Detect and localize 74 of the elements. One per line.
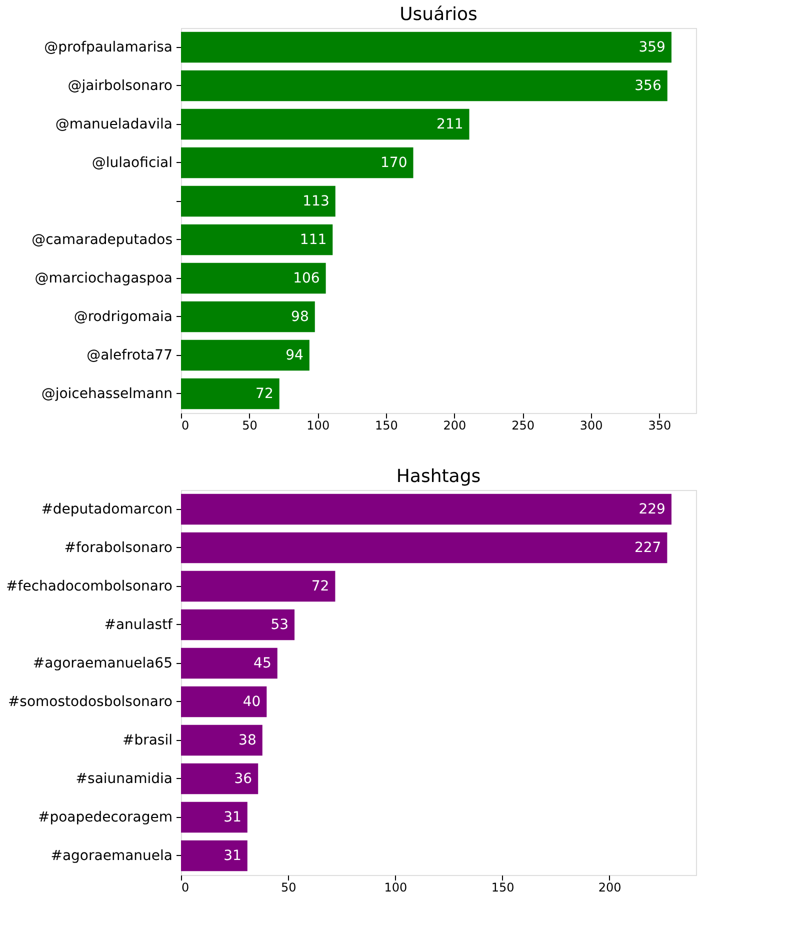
bar bbox=[181, 648, 278, 679]
y-tick-label: @rodrigomaia bbox=[74, 308, 172, 325]
x-tick-label: 0 bbox=[182, 880, 190, 894]
data-label: 45 bbox=[254, 655, 272, 672]
bar bbox=[181, 262, 326, 294]
y-tick-label: #poapedecoragem bbox=[38, 809, 172, 826]
x-tick-label: 100 bbox=[384, 880, 408, 894]
y-tick-label: @joicehasselmann bbox=[41, 386, 172, 402]
data-label: 94 bbox=[286, 347, 304, 364]
data-label: 36 bbox=[234, 770, 252, 787]
bar bbox=[181, 301, 315, 332]
x-tick-label: 200 bbox=[598, 880, 622, 894]
y-tick-label: @jairbolsonaro bbox=[68, 78, 172, 94]
bar bbox=[181, 724, 262, 756]
y-tick-label: #agoraemanuela bbox=[50, 848, 172, 864]
data-label: 38 bbox=[238, 732, 256, 748]
bar bbox=[181, 840, 248, 872]
bar bbox=[181, 570, 336, 602]
bar bbox=[181, 763, 258, 794]
data-label: 170 bbox=[380, 154, 408, 171]
bar bbox=[181, 802, 248, 833]
bar bbox=[181, 147, 414, 178]
data-label: 40 bbox=[242, 694, 261, 710]
x-tick-label: 150 bbox=[374, 418, 398, 432]
bar bbox=[181, 686, 267, 718]
x-tick-label: 200 bbox=[443, 418, 466, 432]
x-tick-label: 100 bbox=[306, 418, 330, 432]
x-tick-label: 250 bbox=[512, 418, 535, 432]
bar bbox=[181, 609, 295, 640]
bar bbox=[181, 340, 310, 371]
y-tick-label: #deputadomarcon bbox=[41, 501, 172, 518]
y-tick-label: #saiunamidia bbox=[76, 770, 172, 787]
bar bbox=[181, 32, 672, 63]
x-tick-label: 50 bbox=[242, 418, 258, 432]
chart-title: Hashtags bbox=[396, 466, 481, 487]
data-label: 72 bbox=[256, 386, 274, 402]
x-tick-label: 350 bbox=[648, 418, 672, 432]
y-tick-label: #agoraemanuela65 bbox=[32, 655, 172, 672]
x-tick-label: 150 bbox=[491, 880, 514, 894]
data-label: 53 bbox=[270, 616, 289, 633]
bar bbox=[181, 224, 333, 256]
y-tick-label: #somostodosbolsonaro bbox=[8, 694, 172, 710]
bar bbox=[181, 378, 280, 410]
bar bbox=[181, 70, 668, 102]
data-label: 72 bbox=[311, 578, 330, 594]
data-label: 211 bbox=[436, 116, 464, 132]
data-label: 359 bbox=[638, 39, 666, 56]
chart-title: Usuários bbox=[400, 4, 478, 25]
bar bbox=[181, 494, 672, 525]
data-label: 229 bbox=[638, 501, 666, 518]
y-tick-label: @profpaulamarisa bbox=[44, 39, 172, 56]
data-label: 106 bbox=[293, 270, 320, 286]
data-label: 111 bbox=[300, 232, 327, 248]
y-tick-label: @marciochagaspoa bbox=[34, 270, 172, 286]
y-tick-label: @lulaoficial bbox=[92, 154, 172, 171]
y-tick-label: #anulastf bbox=[104, 616, 174, 633]
data-label: 227 bbox=[634, 540, 662, 556]
x-tick-label: 0 bbox=[182, 418, 190, 432]
x-tick-label: 50 bbox=[280, 880, 296, 894]
data-label: 98 bbox=[291, 308, 309, 325]
bar bbox=[181, 108, 470, 140]
y-tick-label: @manueladavila bbox=[55, 116, 172, 132]
data-label: 31 bbox=[224, 809, 242, 826]
y-tick-label: #forabolsonaro bbox=[64, 540, 172, 556]
y-tick-label: #brasil bbox=[122, 732, 172, 748]
data-label: 113 bbox=[302, 193, 330, 210]
y-tick-label: @alefrota77 bbox=[86, 347, 172, 364]
bar bbox=[181, 186, 336, 217]
data-label: 31 bbox=[224, 848, 242, 864]
x-tick-label: 300 bbox=[580, 418, 603, 432]
y-tick-label: #fechadocombolsonaro bbox=[6, 578, 172, 594]
y-tick-label: @camaradeputados bbox=[32, 232, 172, 248]
bar bbox=[181, 532, 668, 564]
data-label: 356 bbox=[634, 78, 662, 94]
